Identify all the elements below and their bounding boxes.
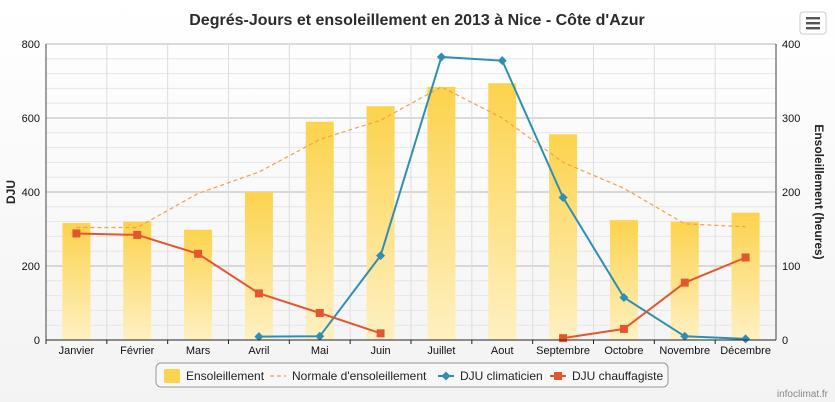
sunshine-bar[interactable] — [609, 220, 638, 340]
x-axis-tick-label: Mars — [186, 345, 211, 357]
grid — [45, 43, 777, 341]
dju-climaticien-point[interactable] — [558, 193, 568, 203]
dju-climaticien-line — [254, 52, 751, 344]
sunshine-bar[interactable] — [488, 83, 517, 340]
dju-climaticien-point[interactable] — [254, 332, 264, 342]
dju-chauffagiste-point[interactable] — [72, 229, 81, 238]
sunshine-bar[interactable] — [123, 221, 152, 340]
x-axis-tick-label: Aout — [491, 345, 514, 357]
left-axis-tick-label: 800 — [22, 39, 40, 51]
dju-chauffagiste-point[interactable] — [741, 253, 750, 262]
left-axis-tick-label: 600 — [22, 113, 40, 125]
left-axis-tick-label: 400 — [22, 187, 40, 199]
dju-chauffagiste-point[interactable] — [619, 324, 628, 333]
legend-symbol — [164, 369, 180, 383]
x-axis-tick-label: Novembre — [659, 345, 710, 357]
sunshine-bar[interactable] — [244, 192, 273, 340]
hamburger-menu-icon — [806, 17, 820, 30]
sunshine-bar[interactable] — [427, 86, 456, 340]
x-axis-tick-label: Octobre — [604, 345, 643, 357]
legend-item[interactable]: Ensoleillement — [164, 369, 265, 383]
x-axis-tick-label: Février — [120, 345, 155, 357]
sunshine-bar[interactable] — [549, 134, 578, 340]
dju-chauffagiste-point[interactable] — [315, 308, 324, 317]
legend-symbol — [441, 371, 451, 381]
credits[interactable]: infoclimat.fr — [777, 389, 829, 400]
sunshine-bars — [62, 83, 760, 340]
menu-button[interactable] — [799, 11, 827, 35]
legend-label: DJU chauffagiste — [572, 369, 663, 383]
right-axis-title: Ensoleillement (heures) — [812, 124, 826, 259]
right-axis-tick-label: 400 — [782, 39, 800, 51]
legend-item[interactable]: DJU chauffagiste — [550, 369, 663, 383]
legend[interactable]: Ensoleillement Normale d'ensoleillement DJ… — [155, 362, 669, 388]
right-axis-tick-label: 300 — [782, 113, 800, 125]
sunshine-bar[interactable] — [62, 223, 91, 340]
sunshine-bar[interactable] — [731, 212, 760, 340]
dju-climaticien-point[interactable] — [741, 334, 751, 344]
right-axis-tick-label: 200 — [782, 187, 800, 199]
sunshine-bar[interactable] — [305, 121, 334, 340]
dju-climaticien-point[interactable] — [619, 292, 629, 302]
dju-chauffagiste-point[interactable] — [254, 289, 263, 298]
x-axis-tick-label: Janvier — [59, 345, 95, 357]
right-axis-tick-label: 100 — [782, 261, 800, 273]
x-axis-tick-label: Juin — [370, 345, 390, 357]
dju-climaticien-point[interactable] — [315, 331, 325, 341]
x-axis-tick-label: Mai — [311, 345, 329, 357]
legend-label: DJU climaticien — [460, 369, 543, 383]
legend-item[interactable]: DJU climaticien — [438, 369, 543, 383]
legend-box — [155, 362, 669, 388]
chart-title: Degrés-Jours et ensoleillement en 2013 à… — [189, 12, 645, 29]
legend-symbol — [554, 372, 562, 380]
left-axis-tick-label: 200 — [22, 261, 40, 273]
dju-chauffagiste-series-line[interactable] — [76, 232, 381, 335]
normal-sunshine-line — [76, 86, 746, 229]
dju-climaticien-point[interactable] — [680, 331, 690, 341]
dju-chauffagiste-point[interactable] — [559, 334, 568, 343]
sunshine-bar[interactable] — [184, 229, 213, 340]
dju-climaticien-point[interactable] — [376, 251, 386, 261]
x-axis-tick-label: Décembre — [720, 345, 771, 357]
left-axis-title: DJU — [4, 180, 18, 204]
normal-sunshine-series-line[interactable] — [76, 86, 746, 229]
dju-chauffagiste-point[interactable] — [680, 278, 689, 287]
dju-chauffagiste-series-line[interactable] — [562, 256, 746, 340]
dju-chauffagiste-point[interactable] — [133, 230, 142, 239]
axes: 0 200 400 600 800 0 100 200 300 400 Janvier Février… — [22, 39, 801, 357]
legend-label: Normale d'ensoleillement — [292, 369, 427, 383]
dju-chauffagiste-point[interactable] — [194, 249, 203, 258]
right-axis-tick-label: 0 — [782, 335, 788, 347]
legend-item[interactable]: Normale d'ensoleillement — [270, 369, 427, 383]
x-axis-tick-label: Septembre — [536, 345, 590, 357]
left-axis-tick-label: 0 — [34, 335, 40, 347]
dju-climaticien-point[interactable] — [436, 52, 446, 62]
dju-chauffagiste-point[interactable] — [376, 329, 385, 338]
x-axis-tick-label: Juillet — [427, 345, 455, 357]
dju-climaticien-point[interactable] — [497, 56, 507, 66]
legend-label: Ensoleillement — [186, 369, 265, 383]
x-axis-tick-label: Avril — [248, 345, 269, 357]
dju-chauffagiste-line — [72, 229, 750, 343]
